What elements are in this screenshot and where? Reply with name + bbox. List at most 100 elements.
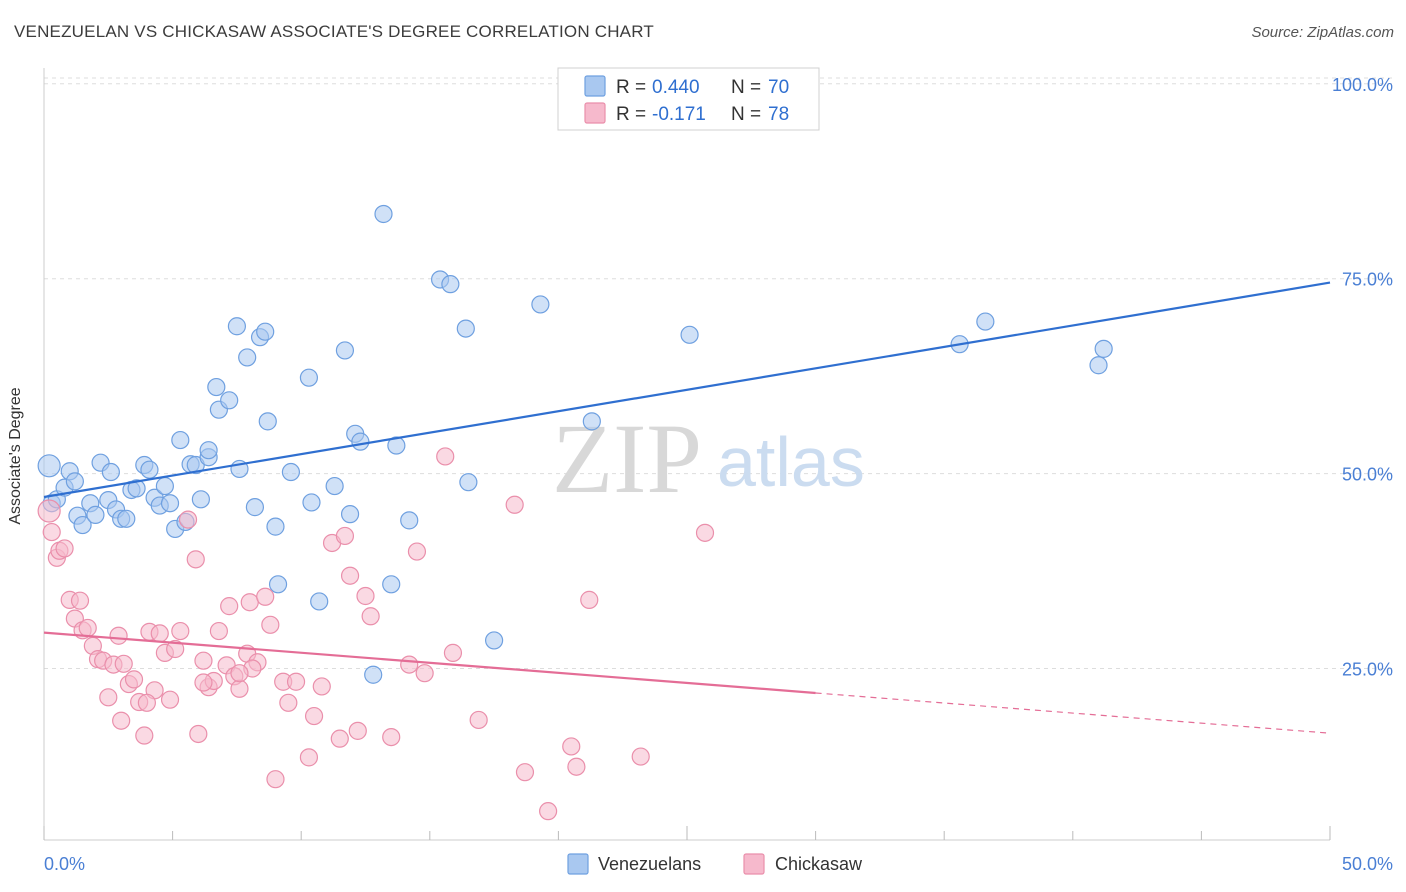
trend-lines [43, 281, 1331, 734]
point-chickasaw [361, 607, 380, 626]
point-venezuelans [266, 517, 285, 536]
legend-n-label-venezuelans: N = [731, 77, 761, 98]
point-chickasaw [443, 643, 463, 662]
point-chickasaw [335, 526, 355, 546]
point-chickasaw [137, 693, 156, 712]
source-label: Source: ZipAtlas.com [1251, 24, 1394, 41]
point-chickasaw [312, 677, 331, 696]
point-chickasaw [114, 654, 133, 673]
point-venezuelans [65, 472, 84, 491]
point-venezuelans [299, 368, 319, 387]
point-chickasaw [37, 499, 61, 523]
point-chickasaw [515, 763, 535, 782]
point-chickasaw [109, 626, 128, 645]
x-tick-label-min: 0.0% [44, 854, 85, 874]
point-chickasaw [266, 770, 285, 789]
trend-line-chickasaw [43, 631, 816, 695]
point-venezuelans [387, 436, 406, 455]
point-chickasaw [150, 624, 169, 643]
legend-n-value-chickasaw: 78 [768, 104, 789, 125]
trend-line-extension-chickasaw [815, 692, 1331, 734]
point-chickasaw [256, 587, 275, 606]
point-chickasaw [469, 710, 488, 730]
point-chickasaw [178, 510, 198, 529]
point-venezuelans [351, 432, 370, 451]
point-venezuelans [86, 505, 105, 525]
point-chickasaw [631, 747, 650, 766]
point-chickasaw [356, 586, 375, 606]
point-venezuelans [171, 430, 190, 450]
point-chickasaw [78, 618, 97, 638]
point-chickasaw [240, 593, 259, 612]
point-chickasaw [55, 539, 74, 558]
point-chickasaw [135, 726, 154, 745]
legend-n-value-venezuelans: 70 [768, 77, 789, 98]
point-venezuelans [268, 575, 288, 594]
x-tick-label-max: 50.0% [1342, 854, 1393, 874]
point-venezuelans [459, 473, 478, 492]
point-chickasaw [186, 550, 205, 569]
legend-swatch-venezuelans [584, 75, 606, 97]
point-venezuelans [335, 341, 355, 360]
y-tick-label: 75.0% [1342, 270, 1393, 290]
point-venezuelans [160, 494, 180, 513]
bottom-legend-label-venezuelans: Venezuelans [598, 854, 701, 874]
point-chickasaw [279, 693, 298, 712]
watermark-zip: ZIP [552, 403, 702, 514]
point-chickasaw [124, 670, 144, 689]
watermark-atlas: atlas [717, 423, 865, 501]
point-chickasaw [400, 655, 419, 674]
point-venezuelans [37, 454, 61, 478]
point-venezuelans [310, 592, 329, 611]
bottom-legend: Venezuelans Chickasaw [567, 853, 863, 875]
point-chickasaw [304, 706, 324, 726]
point-chickasaw [407, 542, 427, 561]
gridlines [44, 77, 1393, 669]
point-chickasaw [348, 721, 367, 740]
point-chickasaw [171, 621, 190, 641]
point-venezuelans [302, 493, 321, 512]
y-tick-label: 50.0% [1342, 465, 1393, 485]
point-chickasaw [112, 711, 131, 730]
point-chickasaw [695, 523, 715, 542]
point-venezuelans [220, 391, 239, 410]
point-venezuelans [155, 476, 174, 496]
point-chickasaw [194, 651, 213, 670]
trend-line-venezuelans [43, 281, 1331, 499]
point-chickasaw [340, 566, 360, 585]
point-venezuelans [340, 505, 360, 524]
point-chickasaw [220, 597, 239, 616]
legend-r-value-venezuelans: 0.440 [652, 77, 700, 98]
bottom-legend-label-chickasaw: Chickasaw [775, 854, 863, 874]
point-chickasaw [567, 757, 586, 776]
point-chickasaw [505, 495, 524, 514]
watermark: ZIP atlas [552, 403, 865, 514]
point-venezuelans [680, 325, 699, 344]
point-chickasaw [230, 664, 249, 683]
point-venezuelans [364, 665, 383, 684]
point-chickasaw [209, 621, 228, 641]
point-venezuelans [374, 204, 393, 224]
point-venezuelans [456, 319, 475, 338]
bottom-legend-swatch-chickasaw [743, 853, 765, 875]
y-tick-label: 100.0% [1332, 75, 1393, 95]
series-chickasaw [37, 447, 715, 821]
legend-swatch-chickasaw [584, 102, 606, 124]
point-venezuelans [281, 462, 301, 482]
y-tick-label: 25.0% [1342, 659, 1393, 679]
series-venezuelans [37, 204, 1113, 684]
point-chickasaw [230, 679, 249, 698]
point-venezuelans [400, 511, 419, 530]
point-chickasaw [99, 688, 118, 707]
point-chickasaw [189, 724, 208, 744]
point-venezuelans [227, 317, 246, 336]
point-venezuelans [140, 460, 159, 479]
point-venezuelans [101, 462, 120, 482]
point-chickasaw [42, 522, 61, 542]
point-chickasaw [299, 748, 319, 767]
point-venezuelans [127, 479, 146, 498]
point-chickasaw [415, 664, 434, 683]
point-venezuelans [207, 377, 226, 397]
point-venezuelans [238, 348, 257, 367]
